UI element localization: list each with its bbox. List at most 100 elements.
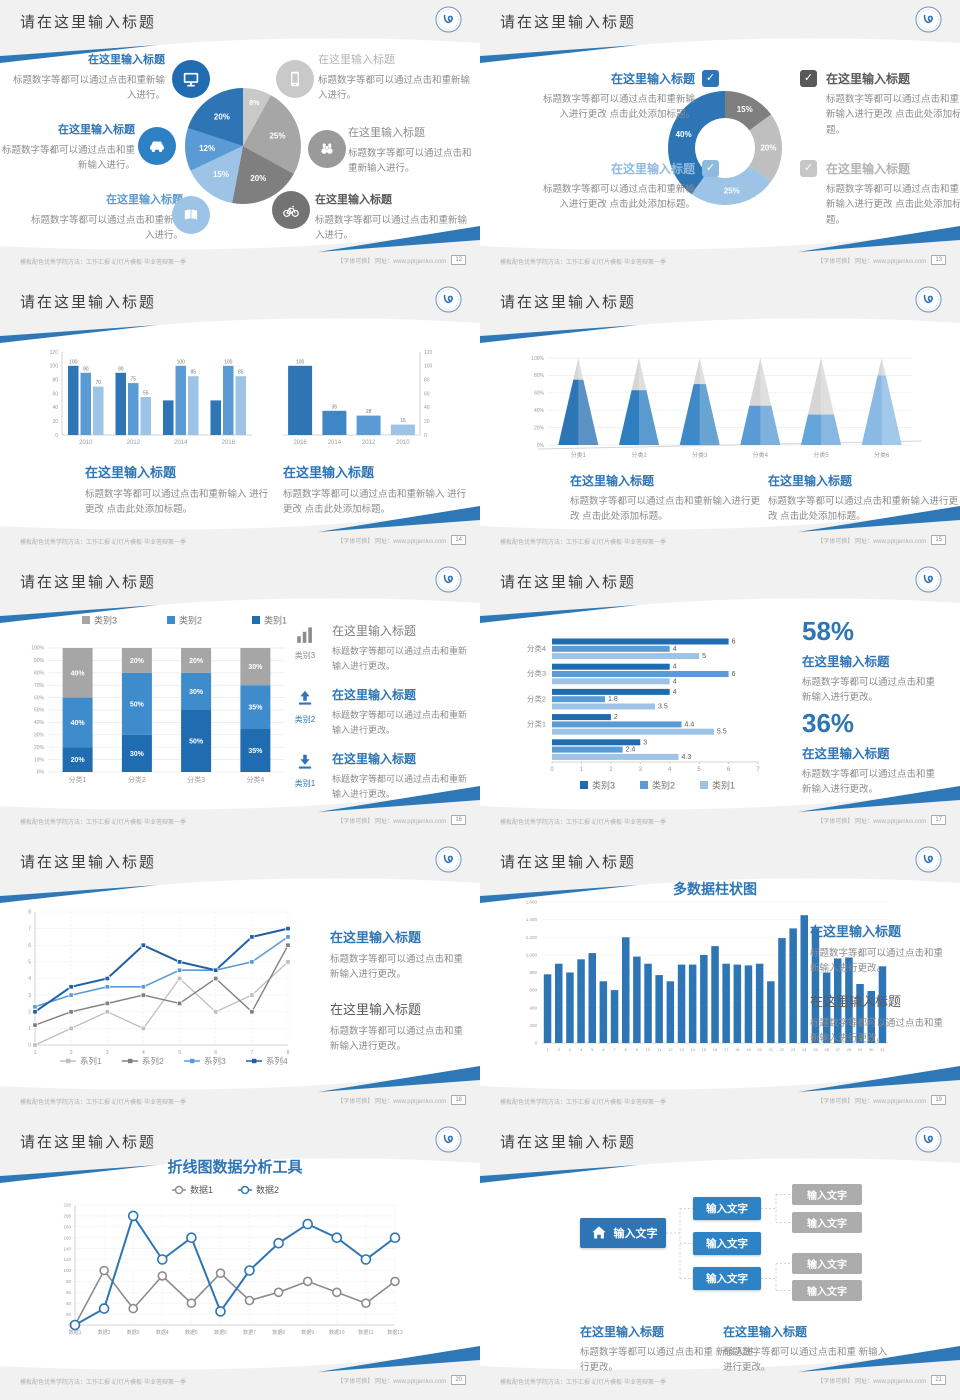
callout: 在这里输入标题 标题数字等都可以通过点击和重新输入进行更改。 [332,686,470,737]
svg-text:80: 80 [424,378,430,384]
svg-text:6: 6 [602,1047,605,1052]
slide-title: 请在这里输入标题 [20,1134,157,1151]
callout-body: 标题数字等都可以通过点击和重新输入进行更改 点击此处添加标题。 [826,184,960,226]
svg-text:15%: 15% [213,170,229,179]
slide-preview-8[interactable]: 请在这里输入标题 多数据柱状图 0 200 400 600 800 1,000 1,200 1,4… [480,840,960,1120]
callout: 在这里输入标题 标题数字等都可以通过点击和重新输入进行更改。 [332,750,470,801]
svg-text:60%: 60% [534,391,545,397]
svg-text:24: 24 [802,1047,807,1052]
svg-text:5.5: 5.5 [717,729,727,736]
svg-text:20%: 20% [214,113,230,122]
donut-chart: 15% 20% 25% 40% [668,91,782,205]
footer-right: 【字体可换】 网址：www.pptgenius.com 21 [817,1375,946,1385]
svg-text:12: 12 [668,1047,673,1052]
svg-text:0%: 0% [537,443,545,449]
svg-text:4: 4 [673,646,677,653]
svg-text:40: 40 [66,1301,72,1306]
callout-body: 标题数字等都可以通过点击和重新输入进行。 [1,144,135,171]
svg-text:80: 80 [52,378,58,384]
svg-text:分类1: 分类1 [571,451,587,459]
slide-preview-1[interactable]: 请在这里输入标题 8% 25% 20% 15% 12% 20% 在这里输入标题 标题数字等都可以… [0,0,480,280]
svg-text:数据7: 数据7 [243,1329,256,1336]
slide-preview-10[interactable]: 请在这里输入标题 输入文字 输入文字 输入文字 输入文字 输入文字 输入文字 输入文字 输入文字… [480,1120,960,1400]
upload-icon: 类别2 [293,688,317,725]
svg-text:100: 100 [296,359,305,365]
svg-text:20: 20 [757,1047,762,1052]
callout-title: 在这里输入标题 [810,924,902,939]
svg-text:15%: 15% [737,105,753,114]
svg-text:2014: 2014 [174,440,188,446]
svg-text:分类1: 分类1 [527,719,546,729]
slide-background [0,560,480,840]
svg-text:70%: 70% [34,683,45,689]
callout-body: 标题数字等都可以通过点击和重新输入进行更改。 [332,710,468,735]
phone-icon [276,60,314,98]
svg-text:分类3: 分类3 [527,668,546,678]
legend-label: 类别1 [294,779,316,788]
callout: 在这里输入标题 标题数字等都可以通过点击和重新输入进行。 [315,192,475,243]
callout: 在这里输入标题 标题数字等都可以通过点击和重新输入进行更改 点击此处添加标题。 [826,160,960,228]
svg-text:40%: 40% [534,408,545,414]
svg-text:1,600: 1,600 [526,900,538,905]
slide-preview-4[interactable]: 请在这里输入标题 0% 20% 40% 60% 80% 100% 分类1 分类2 分类3 分类4 分类… [480,280,960,560]
svg-text:2: 2 [558,1047,561,1052]
svg-text:系列2: 系列2 [142,1056,164,1066]
slide-content: 0 20 40 60 80 100 120 100 90 70 2010 90 75 55 2012 100 8… [0,280,480,560]
svg-text:35: 35 [332,404,338,410]
svg-text:数据1: 数据1 [190,1184,213,1195]
svg-text:20%: 20% [71,757,86,764]
callout: 在这里输入标题 标题数字等都可以通过点击和重新输入进行。 [10,52,165,103]
slide-preview-2[interactable]: 请在这里输入标题 15% 20% 25% 40% 在这里输入标题 标题数字等都可以通过点击和… [480,0,960,280]
svg-text:类别2: 类别2 [652,780,675,791]
pie-chart: 8% 25% 20% 15% 12% 20% [184,87,301,205]
svg-text:数据1: 数据1 [69,1329,82,1336]
svg-text:30%: 30% [248,664,263,671]
slide-preview-5[interactable]: 请在这里输入标题 0% 10% 20% 30% 40% 50% 60% 70% 80% 90% 100… [0,560,480,840]
svg-text:1: 1 [580,767,584,773]
legend-label: 类别2 [294,715,316,724]
footer-left-text: 模板配色优秀学院方法：工作汇报·幻灯片模板·毕业答辩第一季 [20,260,186,266]
slide-preview-7[interactable]: 请在这里输入标题 0 1 2 3 4 5 6 7 8 1 2 3 4 5 6 7 8 系列1 系列2 系列3 系列4 在这里… [0,840,480,1120]
footer-left-text: 模板配色优秀学院方法：工作汇报·幻灯片模板·毕业答辩第一季 [20,820,186,826]
callout-body: 标题数字等都可以通过点击和重新输入进行更改。 [332,646,468,671]
svg-text:1,200: 1,200 [526,935,538,940]
svg-text:5: 5 [591,1047,594,1052]
root-node: 输入文字 [580,1218,666,1248]
callout-body: 标题数字等都可以通过点击和重新输入进行更改。 [802,769,936,796]
svg-text:5: 5 [28,960,31,966]
checkbox-icon: ✓ [800,70,817,87]
svg-text:3.5: 3.5 [658,704,668,711]
footer-left-text: 模板配色优秀学院方法：工作汇报·幻灯片模板·毕业答辩第一季 [500,1380,666,1386]
svg-text:40%: 40% [676,130,692,139]
footer-left-text: 模板配色优秀学院方法：工作汇报·幻灯片模板·毕业答辩第一季 [20,1380,186,1386]
svg-text:180: 180 [63,1225,71,1230]
footer-right-text: 【字体可换】 网址：www.pptgenius.com [817,258,927,265]
page-number: 18 [451,1095,466,1105]
slide-preview-9[interactable]: 请在这里输入标题折线图数据分析工具数据1数据202040608010012014… [0,1120,480,1400]
svg-text:30%: 30% [34,733,45,739]
svg-text:类别2: 类别2 [179,615,202,626]
pyramid-chart: 0% 20% 40% 60% 80% 100% 分类1 分类2 分类3 分类4 分类5 分类6 [531,356,923,459]
svg-text:分类2: 分类2 [527,693,546,703]
footer-right-text: 【字体可换】 网址：www.pptgenius.com [337,818,447,825]
svg-text:100: 100 [224,359,233,365]
book-icon [172,196,210,234]
svg-text:75: 75 [131,377,137,383]
callout-body: 标题数字等都可以通过点击和重 新输入进行更改。 [723,1347,888,1374]
svg-text:100: 100 [50,364,59,370]
slide-preview-3[interactable]: 请在这里输入标题 0 20 40 60 80 100 120 100 90 70 2010 90 75 55… [0,280,480,560]
svg-text:40%: 40% [34,720,45,726]
svg-text:100: 100 [69,359,78,365]
slide-content: 15% 20% 25% 40% 在这里输入标题 标题数字等都可以通过点击和重新输入进行更改… [480,0,960,280]
svg-text:20%: 20% [760,144,776,153]
svg-text:2: 2 [614,714,618,721]
svg-text:35%: 35% [248,748,263,755]
svg-text:2010: 2010 [396,440,410,446]
page-number: 19 [931,1095,946,1105]
school-logo-icon [435,286,462,313]
callout-body: 标题数字等都可以通过点击和重新输入进行。 [30,214,183,241]
callout-body: 标题数字等都可以通过点击和重新输入进行。 [12,74,165,101]
slide-preview-6[interactable]: 请在这里输入标题 0 1 2 3 4 5 6 7 6 4 5 分类4 4 6 4 分类3 4 1.8 3.5 分类2 2 4… [480,560,960,840]
callout-body: 标题数字等都可以通过点击和重新输入进行更改 点击此处添加标题。 [542,184,695,211]
svg-text:2: 2 [609,767,613,773]
